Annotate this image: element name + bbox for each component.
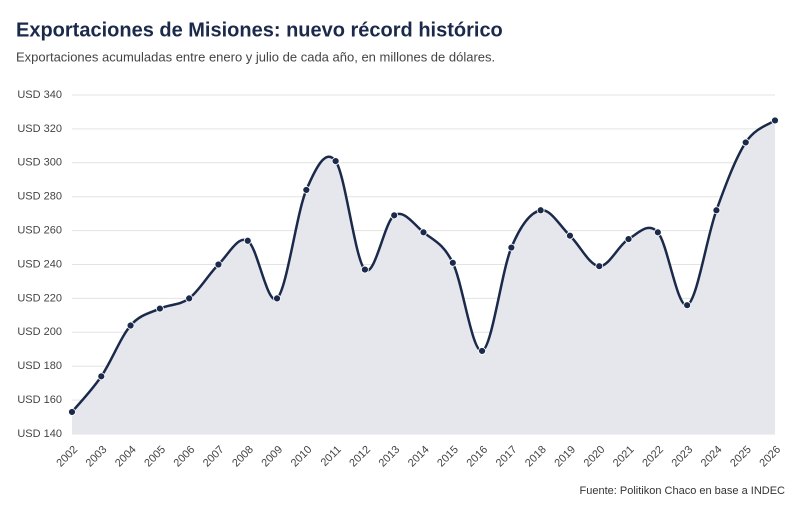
y-tick-label: USD 280 [17, 191, 62, 203]
chart-subtitle: Exportaciones acumuladas entre enero y j… [16, 49, 495, 64]
x-tick-label: 2016 [464, 444, 490, 470]
point [155, 304, 164, 313]
y-tick-label: USD 300 [17, 157, 62, 169]
point [595, 262, 604, 271]
point [331, 157, 340, 166]
y-tick-label: USD 220 [17, 292, 62, 304]
x-tick-label: 2017 [494, 444, 520, 470]
x-tick-label: 2007 [201, 444, 227, 470]
point [97, 372, 106, 381]
point [361, 265, 369, 274]
point [185, 294, 194, 303]
x-tick-label: 2004 [113, 444, 139, 470]
x-tick-label: 2006 [172, 444, 198, 470]
point [243, 236, 252, 245]
point [478, 347, 486, 355]
y-tick-label: USD 140 [17, 428, 62, 440]
chart-title: Exportaciones de Misiones: nuevo récord … [16, 19, 503, 41]
point [653, 228, 662, 237]
point [566, 231, 574, 240]
point [771, 116, 779, 125]
point [68, 408, 76, 416]
point [624, 235, 633, 243]
point [536, 206, 545, 215]
source: Fuente: Politikon Chaco en base a INDEC [580, 485, 786, 497]
x-tick-label: 2005 [142, 444, 168, 470]
point [126, 321, 135, 330]
x-tick-label: 2003 [84, 444, 110, 470]
point [448, 258, 457, 267]
point [390, 211, 399, 220]
x-tick-label: 2009 [259, 444, 285, 470]
x-tick-label: 2015 [435, 444, 461, 470]
x-tick-label: 2023 [670, 444, 696, 470]
point [507, 243, 516, 252]
point [419, 228, 428, 237]
x-tick-label: 2010 [289, 444, 315, 470]
x-tick-label: 2014 [406, 444, 432, 470]
point [302, 186, 311, 194]
point [712, 206, 721, 215]
point [741, 138, 750, 147]
x-tick-label: 2018 [523, 444, 549, 470]
x-tick-label: 2022 [640, 444, 666, 470]
x-tick-label: 2008 [230, 444, 256, 470]
y-tick-label: USD 200 [17, 326, 62, 338]
y-tick-label: USD 320 [17, 123, 62, 135]
y-tick-label: USD 240 [17, 258, 62, 270]
x-tick-label: 2025 [728, 444, 754, 470]
x-tick-label: 2024 [699, 444, 725, 470]
x-tick-label: 2002 [54, 444, 80, 470]
x-tick-label: 2013 [377, 444, 403, 470]
x-tick-label: 2019 [552, 444, 578, 470]
point [214, 260, 223, 269]
y-tick-label: USD 180 [17, 360, 62, 372]
point [273, 294, 281, 303]
y-tick-label: USD 260 [17, 225, 62, 237]
y-tick-label: USD 160 [17, 394, 62, 406]
x-tick-label: 2011 [319, 444, 344, 469]
area [72, 120, 775, 435]
x-tick-label: 2012 [347, 444, 373, 470]
y-tick-label: USD 340 [17, 89, 62, 101]
x-tick-label: 2021 [611, 444, 637, 470]
x-tick-label: 2026 [757, 444, 783, 470]
point [683, 301, 692, 310]
x-tick-label: 2020 [582, 444, 608, 470]
